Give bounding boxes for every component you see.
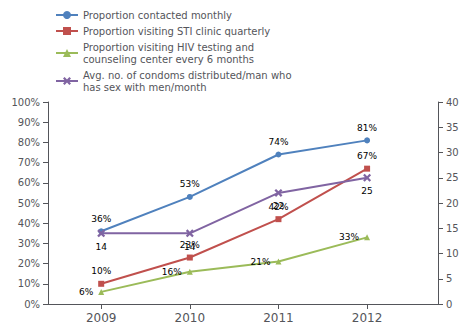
svg-text:67%: 67%: [357, 151, 377, 161]
svg-text:30%: 30%: [18, 238, 40, 249]
svg-text:16%: 16%: [162, 267, 182, 277]
svg-text:70%: 70%: [18, 157, 40, 168]
svg-text:42%: 42%: [268, 202, 288, 212]
svg-text:0%: 0%: [24, 299, 40, 310]
svg-text:10%: 10%: [18, 278, 40, 289]
svg-text:100%: 100%: [11, 97, 40, 108]
svg-text:counseling center every 6 mont: counseling center every 6 months: [83, 54, 254, 65]
svg-text:2011: 2011: [263, 311, 294, 325]
svg-text:81%: 81%: [357, 123, 377, 133]
svg-text:Proportion contacted monthly: Proportion contacted monthly: [83, 10, 232, 21]
svg-text:Avg. no. of condoms distribute: Avg. no. of condoms distributed/man who: [83, 70, 292, 81]
svg-text:25: 25: [361, 186, 372, 196]
svg-text:90%: 90%: [18, 117, 40, 128]
svg-text:40%: 40%: [18, 218, 40, 229]
svg-text:21%: 21%: [250, 257, 270, 267]
svg-text:14: 14: [184, 242, 196, 252]
svg-text:2012: 2012: [352, 311, 383, 325]
svg-text:60%: 60%: [18, 177, 40, 188]
svg-text:23%: 23%: [179, 240, 200, 250]
svg-text:5: 5: [446, 273, 452, 284]
svg-text:36%: 36%: [91, 214, 111, 224]
svg-text:has sex with men/month: has sex with men/month: [83, 82, 207, 93]
svg-text:15: 15: [446, 223, 459, 234]
svg-text:2009: 2009: [86, 311, 117, 325]
svg-text:40: 40: [446, 97, 459, 108]
svg-text:80%: 80%: [18, 137, 40, 148]
svg-text:20%: 20%: [18, 258, 40, 269]
svg-text:22: 22: [273, 201, 284, 211]
svg-text:6%: 6%: [79, 287, 94, 297]
svg-text:Proportion visiting STI clinic: Proportion visiting STI clinic quarterly: [83, 26, 270, 37]
svg-text:30: 30: [446, 147, 459, 158]
svg-text:0: 0: [446, 299, 452, 310]
svg-text:53%: 53%: [180, 179, 200, 189]
svg-text:35: 35: [446, 122, 459, 133]
svg-text:50%: 50%: [18, 198, 40, 209]
svg-text:20: 20: [446, 198, 459, 209]
svg-text:2010: 2010: [175, 311, 206, 325]
svg-text:10: 10: [446, 248, 459, 259]
svg-text:Proportion visiting HIV testin: Proportion visiting HIV testing and: [83, 42, 254, 53]
svg-text:14: 14: [95, 242, 107, 252]
svg-text:74%: 74%: [268, 137, 288, 147]
svg-text:25: 25: [446, 172, 459, 183]
svg-text:10%: 10%: [91, 266, 111, 276]
svg-text:33%: 33%: [339, 232, 359, 242]
